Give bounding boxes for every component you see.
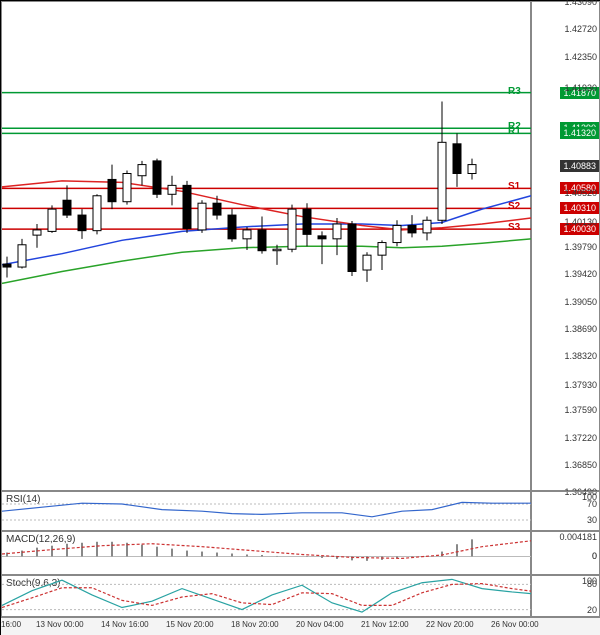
price-tick: 1.37930 (564, 380, 597, 390)
time-tick: 22 Nov 20:00 (426, 620, 474, 629)
axis-tick: 80 (587, 579, 597, 589)
time-tick: 13 Nov 00:00 (36, 620, 84, 629)
pivot-label-s2: S2 (508, 201, 520, 212)
rsi-panel[interactable]: RSI(14) (1, 491, 531, 531)
stoch-axis: 1008020 (531, 575, 600, 617)
axis-tick: 30 (587, 515, 597, 525)
axis-tick: 0.004181 (559, 532, 597, 542)
price-tick: 1.42720 (564, 24, 597, 34)
price-tick: 1.36850 (564, 460, 597, 470)
rsi-axis: 1007030 (531, 491, 600, 531)
price-tick: 1.37220 (564, 433, 597, 443)
chart-container: R3R2R1S1S2S3 1.418701.413901.413201.4058… (0, 0, 600, 635)
pivot-label-s3: S3 (508, 222, 520, 233)
time-tick: 15 Nov 20:00 (166, 620, 214, 629)
time-tick: 18 Nov 20:00 (231, 620, 279, 629)
price-axis: 1.418701.413901.413201.405801.403101.400… (531, 1, 600, 491)
pivot-label-s1: S1 (508, 181, 520, 192)
axis-tick: 20 (587, 605, 597, 615)
candlestick-svg (2, 2, 532, 492)
price-tick: 1.41930 (564, 83, 597, 93)
price-tick: 1.37590 (564, 405, 597, 415)
time-tick: 26 Nov 00:00 (491, 620, 539, 629)
price-tick: 1.40520 (564, 188, 597, 198)
axis-tick: 0 (592, 551, 597, 561)
time-tick: 14 Nov 16:00 (101, 620, 149, 629)
pivot-price-r1: 1.41320 (560, 127, 599, 139)
stoch-svg (2, 576, 532, 618)
price-tick: 1.39050 (564, 297, 597, 307)
pivot-price-s2: 1.40310 (560, 202, 599, 214)
price-tick: 1.38690 (564, 324, 597, 334)
axis-tick: 70 (587, 499, 597, 509)
price-tick: 1.39790 (564, 242, 597, 252)
time-tick: 16:00 (1, 620, 21, 629)
stoch-panel[interactable]: Stoch(9,6,3) (1, 575, 531, 617)
time-tick: 20 Nov 04:00 (296, 620, 344, 629)
current-price-box: 1.40883 (560, 160, 599, 172)
macd-svg (2, 532, 532, 576)
time-tick: 21 Nov 12:00 (361, 620, 409, 629)
macd-axis: 0.00418100 (531, 531, 600, 575)
pivot-label-r3: R3 (508, 86, 521, 97)
price-tick: 1.42350 (564, 52, 597, 62)
rsi-svg (2, 492, 532, 532)
time-axis: 16:00 13 Nov 00:00 14 Nov 16:00 15 Nov 20:0… (1, 617, 600, 635)
price-tick: 1.43090 (564, 0, 597, 7)
price-tick: 1.39420 (564, 269, 597, 279)
price-tick: 1.38320 (564, 351, 597, 361)
pivot-label-r1: R1 (508, 126, 521, 137)
price-tick: 1.40130 (564, 217, 597, 227)
macd-panel[interactable]: MACD(12,26,9) (1, 531, 531, 575)
main-price-panel[interactable]: R3R2R1S1S2S3 (1, 1, 531, 491)
